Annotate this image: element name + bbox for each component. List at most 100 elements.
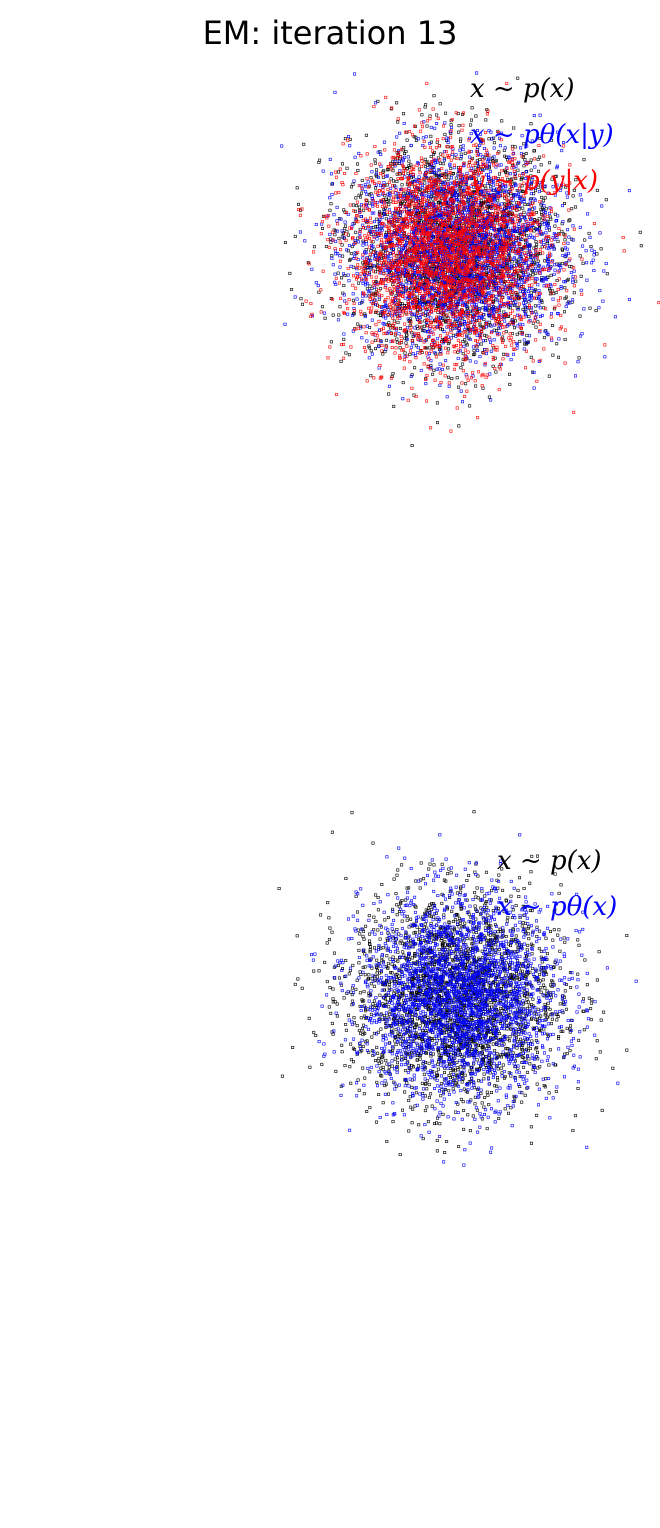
scatter-point [369,349,373,353]
scatter-point [290,288,294,292]
scatter-point [494,370,498,374]
scatter-point [425,124,429,128]
scatter-point [590,261,594,265]
scatter-point [348,144,352,148]
scatter-point [567,251,571,255]
scatter-point [375,237,379,241]
scatter-point [421,136,425,140]
scatter-point [491,364,495,368]
scatter-point [484,271,488,275]
scatter-point [404,283,408,287]
scatter-point [478,355,482,359]
scatter-point [574,279,578,283]
scatter-point [524,152,528,156]
scatter-point [487,395,491,399]
scatter-point [582,158,586,162]
scatter-point [330,257,334,261]
scatter-point [551,297,555,301]
scatter-point [335,219,339,223]
scatter-point [423,165,427,169]
scatter-point [351,182,355,186]
scatter-point [536,169,540,173]
scatter-point [364,133,368,137]
scatter-point [354,196,358,200]
scatter-point [378,150,382,154]
scatter-point [444,359,448,363]
scatter-point [373,347,377,351]
scatter-point [339,359,343,363]
scatter-point [627,298,631,302]
scatter-point [539,207,543,211]
scatter-point [346,135,350,139]
scatter-point [369,249,373,253]
scatter-point [515,189,519,193]
scatter-point [567,235,571,239]
scatter-point [489,398,493,402]
scatter-point [368,201,372,205]
scatter-point [550,177,554,181]
scatter-point [332,228,336,232]
scatter-point [449,126,453,130]
scatter-point [422,324,426,328]
scatter-point [460,400,464,404]
scatter-point [410,373,414,377]
scatter-point [578,254,582,258]
scatter-point [342,337,346,341]
scatter-point [340,243,344,247]
scatter-point [314,281,318,285]
scatter-point [369,176,373,180]
scatter-point [502,352,506,356]
scatter-point [343,137,347,141]
scatter-point [459,152,463,156]
scatter-point [547,374,551,378]
scatter-point [461,357,465,361]
scatter-point [532,229,536,233]
scatter-point [402,191,406,195]
scatter-point [551,323,555,327]
scatter-point [579,274,583,278]
scatter-point [459,366,463,370]
scatter-point [432,368,436,372]
scatter-point [351,292,355,296]
scatter-point [338,305,342,309]
scatter-point [592,250,596,254]
scatter-point [600,204,604,208]
scatter-point [518,339,522,343]
scatter-point [431,372,435,376]
scatter-point [491,159,495,163]
scatter-point [353,209,357,213]
scatter-point [534,271,538,275]
scatter-point [417,175,421,179]
scatter-point [322,311,326,315]
scatter-point [538,223,542,227]
scatter-point [346,273,350,277]
scatter-point [556,355,560,359]
scatter-point [370,352,374,356]
scatter-point [523,202,527,206]
scatter-point [582,307,586,311]
scatter-point [437,201,441,205]
scatter-point [371,240,375,244]
scatter-point [339,276,343,280]
scatter-point [398,326,402,330]
scatter-point [432,94,436,98]
scatter-point [578,225,582,229]
scatter-point [383,268,387,272]
scatter-point [299,297,303,301]
scatter-point [585,212,589,216]
scatter-point [457,130,461,134]
scatter-point [324,245,328,249]
scatter-point [509,178,513,182]
scatter-point [320,227,324,231]
scatter-point [378,313,382,317]
scatter-point [461,148,465,152]
scatter-point [404,150,408,154]
scatter-point [567,219,571,223]
scatter-point [376,175,380,179]
scatter-point [383,350,387,354]
scatter-point [404,341,408,345]
scatter-point [451,333,455,337]
scatter-point [395,172,399,176]
scatter-point [373,338,377,342]
scatter-point [517,207,521,211]
